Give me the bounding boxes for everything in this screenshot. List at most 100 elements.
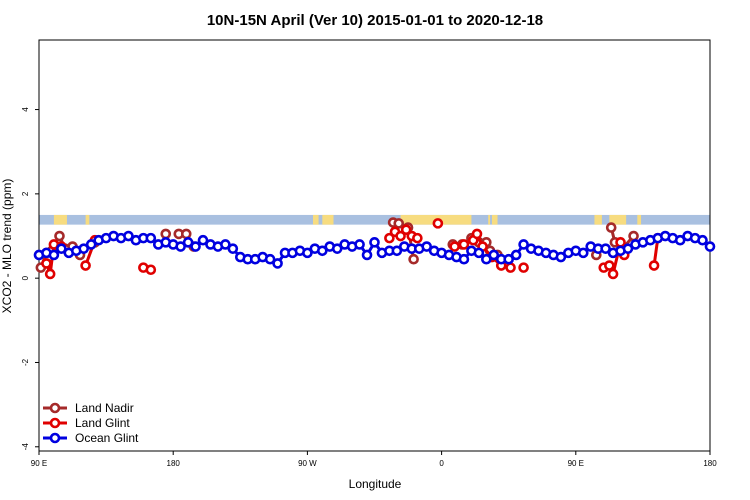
data-point (674, 234, 686, 246)
data-point (54, 230, 65, 242)
data-point (331, 243, 343, 254)
data-point (518, 262, 529, 273)
data-point (421, 241, 432, 252)
data-point (361, 249, 373, 261)
map-band-land (488, 214, 491, 225)
data-point (503, 253, 515, 265)
data-point (123, 230, 134, 242)
data-point (41, 258, 52, 269)
data-point (44, 268, 56, 280)
data-point (220, 239, 231, 250)
map-band-land (491, 214, 498, 225)
data-point (317, 245, 328, 257)
data-point (510, 249, 522, 261)
series-ocean-glint (33, 230, 716, 269)
map-band-land (637, 214, 642, 225)
data-point (505, 262, 516, 273)
legend-label: Ocean Glint (75, 431, 139, 445)
y-tick-label: 0 (21, 275, 30, 280)
data-point (272, 258, 283, 269)
map-band-land (85, 214, 90, 225)
data-point (481, 253, 492, 265)
data-point (369, 237, 380, 248)
data-point (648, 260, 660, 271)
series-layer (33, 217, 716, 280)
data-point (302, 247, 313, 259)
data-point (697, 234, 708, 246)
data-point (628, 230, 639, 242)
data-point (391, 245, 403, 257)
legend-label: Land Nadir (75, 401, 134, 415)
map-band-ocean (39, 214, 710, 225)
legend-entry: Ocean Glint (43, 431, 139, 445)
y-tick-label: -2 (21, 358, 30, 366)
data-point (577, 247, 589, 259)
data-point (56, 243, 67, 254)
data-point (80, 260, 91, 271)
data-point (393, 218, 405, 229)
legend-entry: Land Nadir (43, 401, 134, 415)
data-point (449, 241, 460, 252)
x-tick-label: 90 E (31, 459, 47, 468)
data-point (180, 228, 192, 240)
data-point (395, 230, 406, 242)
x-tick-label: 90 E (568, 459, 584, 468)
data-point (622, 243, 634, 254)
legend-entry: Land Glint (43, 416, 130, 430)
legend-marker (49, 417, 61, 429)
data-point (384, 232, 395, 244)
data-point (412, 232, 423, 244)
x-tick-label: 0 (439, 459, 444, 468)
y-tick-label: -4 (21, 443, 30, 451)
data-point (607, 268, 619, 280)
legend-label: Land Glint (75, 416, 130, 430)
data-point (473, 247, 485, 259)
plot-area (33, 39, 716, 452)
data-point (518, 239, 529, 250)
y-tick-label: 4 (21, 107, 30, 112)
data-point (48, 249, 60, 261)
data-point (432, 218, 444, 229)
data-point (145, 232, 157, 244)
data-point (400, 224, 412, 235)
legend-marker (49, 432, 61, 444)
data-point (458, 239, 470, 250)
x-axis: 90 E 180 90 W 0 90 E 180 (31, 451, 717, 468)
data-point (354, 239, 365, 250)
y-axis-label: XCO2 - MLO trend (ppm) (0, 179, 14, 314)
data-point (604, 260, 615, 271)
x-tick-label: 180 (167, 459, 181, 468)
map-band-land (609, 214, 627, 225)
data-point (190, 241, 201, 252)
data-point (85, 239, 97, 250)
data-point (488, 249, 500, 261)
data-point (615, 237, 626, 248)
map-band-land (594, 214, 602, 225)
data-point (264, 253, 276, 265)
x-tick-label: 180 (703, 459, 717, 468)
data-point (227, 243, 239, 254)
data-point (408, 253, 419, 265)
data-point (458, 253, 470, 265)
data-point (175, 241, 186, 252)
map-band-land (312, 214, 319, 225)
data-point (605, 222, 617, 233)
data-point (160, 228, 172, 240)
data-point (600, 243, 611, 254)
y-axis: -4 -2 0 2 4 (21, 107, 39, 451)
data-point (555, 251, 567, 263)
data-point (182, 237, 194, 248)
x-axis-label: Longitude (349, 477, 402, 491)
chart-title: 10N-15N April (Ver 10) 2015-01-01 to 202… (207, 12, 543, 29)
map-band-land (322, 214, 334, 225)
y-tick-label: 2 (21, 191, 30, 196)
data-point (78, 243, 90, 254)
x-tick-label: 90 W (298, 459, 317, 468)
data-point (704, 241, 716, 252)
legend-marker (49, 402, 61, 414)
data-point (145, 264, 157, 276)
map-band-land (53, 214, 67, 225)
data-point (197, 234, 209, 246)
